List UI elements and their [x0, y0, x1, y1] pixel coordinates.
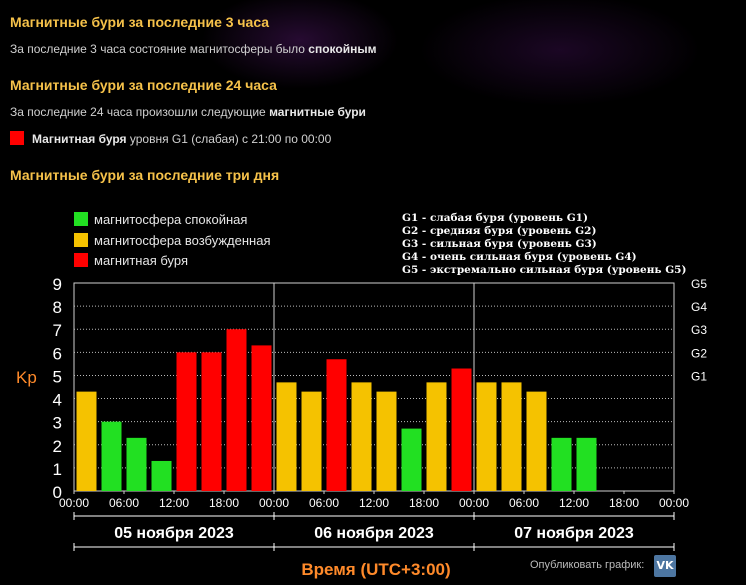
status-24h: За последние 24 часа произошли следующие… [10, 105, 366, 119]
x-tick-label: 12:00 [159, 496, 189, 510]
y-tick-label: 5 [53, 367, 62, 386]
legend-swatch-excited [74, 233, 88, 247]
heading-24h: Магнитные бури за последние 24 часа [10, 77, 277, 93]
y-tick-label: 7 [53, 321, 62, 340]
y-tick-label: 0 [53, 483, 62, 502]
kp-bar [251, 345, 272, 491]
g-level-1: G1 - слабая буря (уровень G1) [402, 212, 588, 224]
kp-bar [576, 437, 597, 491]
x-tick-label: 00:00 [259, 496, 289, 510]
vk-icon: VK [656, 559, 674, 572]
kp-bar [376, 391, 397, 491]
kp-bar [226, 329, 247, 491]
heading-3h: Магнитные бури за последние 3 часа [10, 14, 270, 30]
kp-bar [326, 359, 347, 491]
kp-bar [176, 352, 197, 491]
g-level-3: G3 - сильная буря (уровень G3) [402, 238, 597, 250]
x-tick-label: 18:00 [409, 496, 439, 510]
status-24h-value: магнитные бури [269, 105, 366, 119]
x-tick-label: 00:00 [459, 496, 489, 510]
x-tick-label: 18:00 [209, 496, 239, 510]
legend-swatch-storm [74, 253, 88, 267]
day-label: 07 ноября 2023 [514, 525, 634, 542]
x-tick-label: 06:00 [109, 496, 139, 510]
storm-event-bold: Магнитная буря [32, 132, 127, 146]
g-level-legend: G1 - слабая буря (уровень G1) G2 - средн… [402, 212, 686, 277]
day-label: 05 ноября 2023 [114, 525, 234, 542]
y-tick-label: 9 [53, 275, 62, 294]
x-tick-label: 06:00 [309, 496, 339, 510]
x-tick-label: 00:00 [659, 496, 689, 510]
g-tick-label: G1 [691, 369, 707, 383]
kp-bar [426, 382, 447, 491]
y-tick-label: 4 [53, 391, 62, 410]
kp-bar [551, 437, 572, 491]
x-tick-label: 00:00 [59, 496, 89, 510]
kp-bar [301, 391, 322, 491]
x-tick-label: 06:00 [509, 496, 539, 510]
storm-event: Магнитная буря уровня G1 (слабая) с 21:0… [32, 132, 331, 146]
kp-bar [476, 382, 497, 491]
kp-bar [126, 437, 147, 491]
kp-bar [501, 382, 522, 491]
kp-bar [201, 352, 222, 491]
legend-label-storm: магнитная буря [94, 253, 189, 268]
y-tick-label: 3 [53, 414, 62, 433]
kp-bar [351, 382, 372, 491]
heading-3days: Магнитные бури за последние три дня [10, 167, 280, 183]
legend-label-excited: магнитосфера возбужденная [94, 233, 271, 248]
status-24h-text: За последние 24 часа произошли следующие [10, 105, 270, 119]
g-tick-label: G5 [691, 277, 707, 291]
g-tick-label: G2 [691, 346, 707, 360]
kp-bar [276, 382, 297, 491]
y-tick-label: 1 [53, 460, 62, 479]
y-tick-label: 2 [53, 437, 62, 456]
publish-label: Опубликовать график: [530, 559, 645, 571]
kp-bar [76, 391, 97, 491]
kp-bar [526, 391, 547, 491]
status-3h-text: За последние 3 часа состояние магнитосфе… [10, 42, 309, 56]
status-3h: За последние 3 часа состояние магнитосфе… [10, 42, 376, 56]
kp-bar [401, 428, 422, 491]
y-tick-label: 8 [53, 298, 62, 317]
x-tick-label: 12:00 [559, 496, 589, 510]
legend-swatch-calm [74, 212, 88, 226]
y-tick-label: 6 [53, 344, 62, 363]
legend-label-calm: магнитосфера спокойная [94, 212, 248, 227]
status-3h-value: спокойным [308, 42, 377, 56]
y-axis-title: Kp [16, 368, 37, 387]
g-level-4: G4 - очень сильная буря (уровень G4) [402, 251, 637, 263]
kp-bar [151, 460, 172, 491]
vk-share-button[interactable]: VK [654, 555, 676, 577]
x-tick-label: 12:00 [359, 496, 389, 510]
g-tick-label: G4 [691, 300, 707, 314]
kp-bar [101, 421, 122, 491]
g-tick-label: G3 [691, 323, 707, 337]
x-axis-title: Время (UTC+3:00) [301, 560, 450, 579]
x-tick-label: 18:00 [609, 496, 639, 510]
kp-bar [451, 368, 472, 491]
storm-marker [10, 131, 24, 145]
g-level-2: G2 - средняя буря (уровень G2) [402, 225, 597, 237]
g-level-5: G5 - экстремально сильная буря (уровень … [402, 264, 687, 276]
storm-event-text: уровня G1 (слабая) с 21:00 по 00:00 [126, 132, 332, 146]
day-label: 06 ноября 2023 [314, 525, 434, 542]
